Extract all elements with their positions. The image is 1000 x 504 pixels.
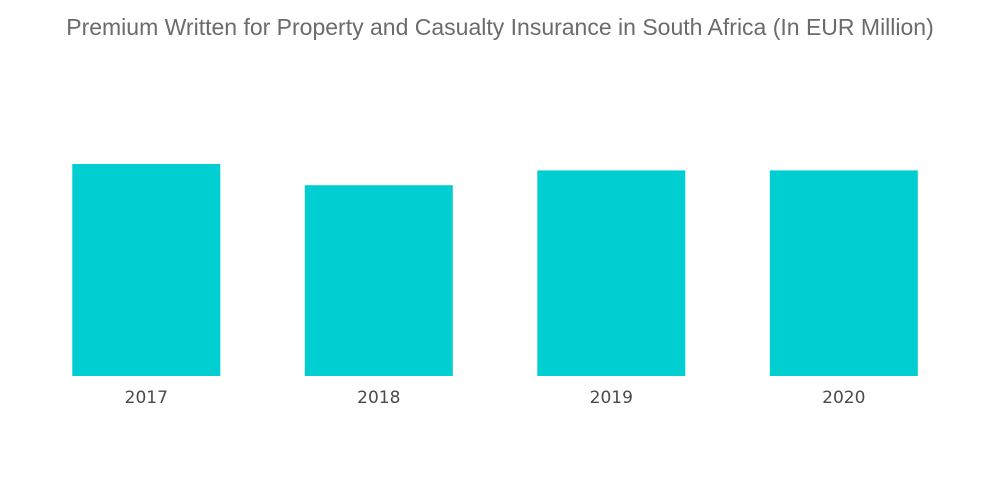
bar-2020 (769, 170, 918, 376)
chart-title: Premium Written for Property and Casualt… (66, 14, 934, 40)
x-tick-label-2019: 2019 (590, 388, 633, 408)
x-tick-label-2017: 2017 (125, 388, 168, 408)
x-axis-ticks: 2017 2018 2019 2020 (125, 388, 866, 408)
bar-2017 (72, 164, 221, 376)
bars-group (72, 164, 918, 376)
x-tick-label-2018: 2018 (357, 388, 400, 408)
bar-2018 (304, 185, 453, 376)
x-tick-label-2020: 2020 (822, 388, 865, 408)
bar-2019 (537, 170, 686, 376)
